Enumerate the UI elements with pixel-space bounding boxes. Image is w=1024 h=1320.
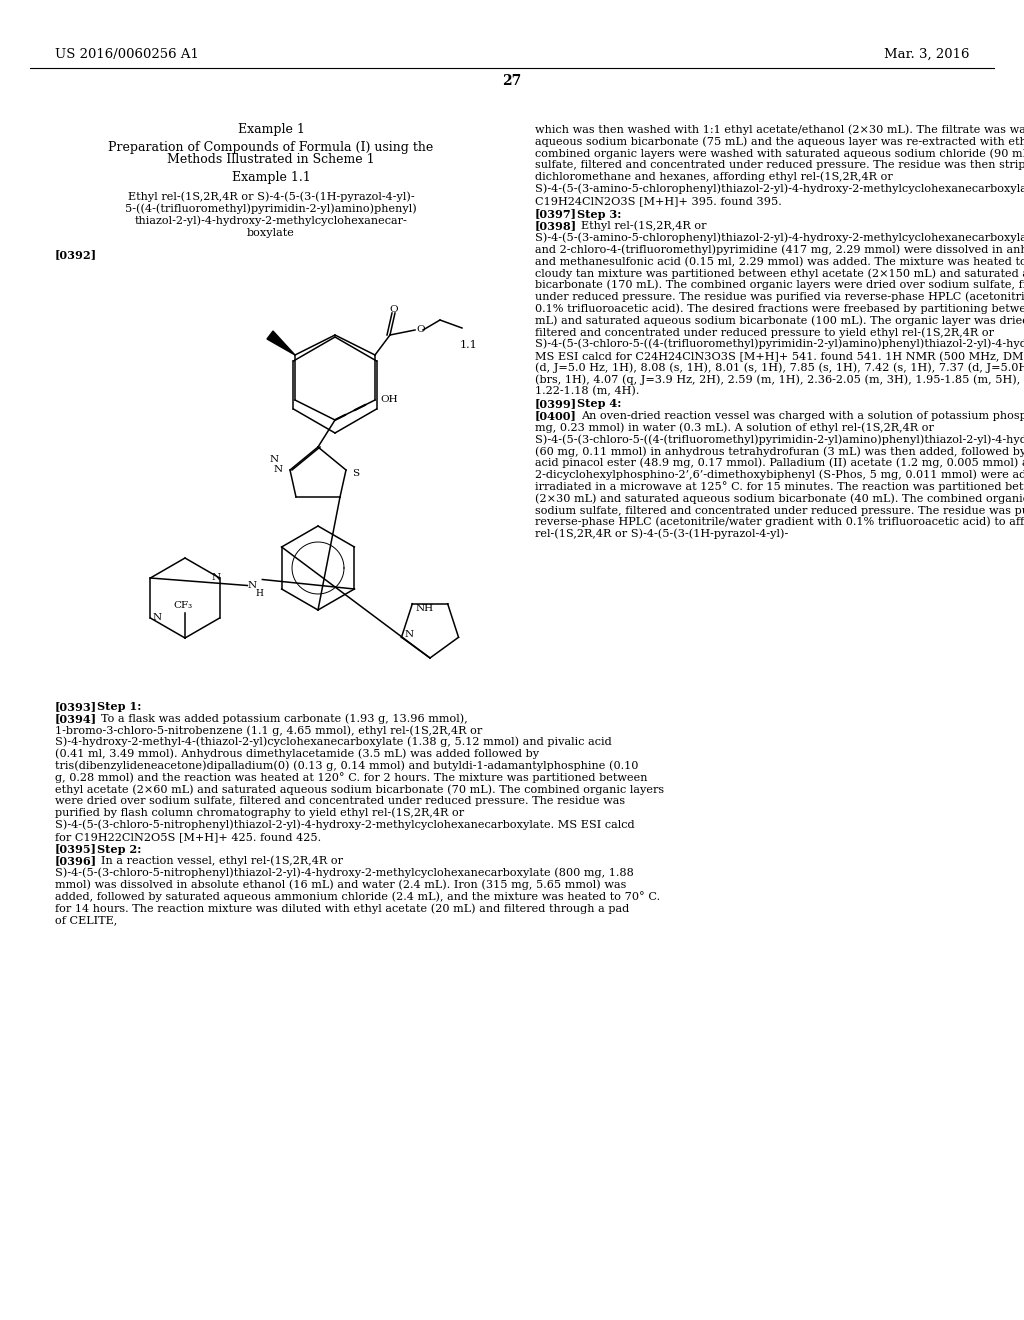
Text: S)-4-(5-(3-amino-5-chlorophenyl)thiazol-2-yl)-4-hydroxy-2-methylcyclohexanecarbo: S)-4-(5-(3-amino-5-chlorophenyl)thiazol-… bbox=[535, 232, 1024, 243]
Text: combined organic layers were washed with saturated aqueous sodium chloride (90 m: combined organic layers were washed with… bbox=[535, 148, 1024, 158]
Text: [0398]: [0398] bbox=[535, 220, 578, 231]
Text: S)-4-(5-(3-amino-5-chlorophenyl)thiazol-2-yl)-4-hydroxy-2-methylcyclohexanecarbo: S)-4-(5-(3-amino-5-chlorophenyl)thiazol-… bbox=[535, 183, 1024, 194]
Text: S)-4-hydroxy-2-methyl-4-(thiazol-2-yl)cyclohexanecarboxylate (1.38 g, 5.12 mmol): S)-4-hydroxy-2-methyl-4-(thiazol-2-yl)cy… bbox=[55, 737, 611, 747]
Text: (brs, 1H), 4.07 (q, J=3.9 Hz, 2H), 2.59 (m, 1H), 2.36-2.05 (m, 3H), 1.95-1.85 (m: (brs, 1H), 4.07 (q, J=3.9 Hz, 2H), 2.59 … bbox=[535, 375, 1024, 385]
Text: N: N bbox=[153, 614, 162, 623]
Text: An oven-dried reaction vessel was charged with a solution of potassium phosphate: An oven-dried reaction vessel was charge… bbox=[581, 411, 1024, 421]
Text: [0399]: [0399] bbox=[535, 399, 578, 409]
Text: 1-bromo-3-chloro-5-nitrobenzene (1.1 g, 4.65 mmol), ethyl rel-(1S,2R,4R or: 1-bromo-3-chloro-5-nitrobenzene (1.1 g, … bbox=[55, 725, 482, 735]
Text: S)-4-(5-(3-chloro-5-nitrophenyl)thiazol-2-yl)-4-hydroxy-2-methylcyclohexanecarbo: S)-4-(5-(3-chloro-5-nitrophenyl)thiazol-… bbox=[55, 867, 634, 878]
Text: N: N bbox=[248, 581, 256, 590]
Text: NH: NH bbox=[416, 605, 433, 614]
Text: and methanesulfonic acid (0.15 ml, 2.29 mmol) was added. The mixture was heated : and methanesulfonic acid (0.15 ml, 2.29 … bbox=[535, 256, 1024, 267]
Text: (2×30 mL) and saturated aqueous sodium bicarbonate (40 mL). The combined organic: (2×30 mL) and saturated aqueous sodium b… bbox=[535, 494, 1024, 504]
Text: Ethyl rel-(1S,2R,4R or S)-4-(5-(3-(1H-pyrazol-4-yl)-: Ethyl rel-(1S,2R,4R or S)-4-(5-(3-(1H-py… bbox=[128, 191, 415, 202]
Text: C19H24ClN2O3S [M+H]+ 395. found 395.: C19H24ClN2O3S [M+H]+ 395. found 395. bbox=[535, 195, 781, 206]
Text: mL) and saturated aqueous sodium bicarbonate (100 mL). The organic layer was dri: mL) and saturated aqueous sodium bicarbo… bbox=[535, 315, 1024, 326]
Text: and 2-chloro-4-(trifluoromethyl)pyrimidine (417 mg, 2.29 mmol) were dissolved in: and 2-chloro-4-(trifluoromethyl)pyrimidi… bbox=[535, 244, 1024, 255]
Text: tris(dibenzylideneacetone)dipalladium(0) (0.13 g, 0.14 mmol) and butyldi-1-adama: tris(dibenzylideneacetone)dipalladium(0)… bbox=[55, 760, 638, 771]
Text: aqueous sodium bicarbonate (75 mL) and the aqueous layer was re-extracted with e: aqueous sodium bicarbonate (75 mL) and t… bbox=[535, 136, 1024, 147]
Text: mg, 0.23 mmol) in water (0.3 mL). A solution of ethyl rel-(1S,2R,4R or: mg, 0.23 mmol) in water (0.3 mL). A solu… bbox=[535, 422, 934, 433]
Text: (0.41 ml, 3.49 mmol). Anhydrous dimethylacetamide (3.5 mL) was added followed by: (0.41 ml, 3.49 mmol). Anhydrous dimethyl… bbox=[55, 748, 539, 759]
Text: MS ESI calcd for C24H24ClN3O3S [M+H]+ 541. found 541. 1H NMR (500 MHz, DMSO-d6) : MS ESI calcd for C24H24ClN3O3S [M+H]+ 54… bbox=[535, 350, 1024, 362]
Text: mmol) was dissolved in absolute ethanol (16 mL) and water (2.4 mL). Iron (315 mg: mmol) was dissolved in absolute ethanol … bbox=[55, 879, 627, 890]
Text: O: O bbox=[416, 326, 425, 334]
Text: were dried over sodium sulfate, filtered and concentrated under reduced pressure: were dried over sodium sulfate, filtered… bbox=[55, 796, 625, 807]
Text: Preparation of Compounds of Formula (I) using the: Preparation of Compounds of Formula (I) … bbox=[109, 141, 433, 154]
Text: Example 1.1: Example 1.1 bbox=[231, 172, 310, 183]
Text: under reduced pressure. The residue was purified via reverse-phase HPLC (acetoni: under reduced pressure. The residue was … bbox=[535, 292, 1024, 302]
Text: N: N bbox=[212, 573, 221, 582]
Text: sodium sulfate, filtered and concentrated under reduced pressure. The residue wa: sodium sulfate, filtered and concentrate… bbox=[535, 506, 1024, 516]
Text: [0394]: [0394] bbox=[55, 713, 97, 723]
Text: To a flask was added potassium carbonate (1.93 g, 13.96 mmol),: To a flask was added potassium carbonate… bbox=[101, 713, 468, 723]
Text: Step 2:: Step 2: bbox=[97, 843, 141, 854]
Text: for 14 hours. The reaction mixture was diluted with ethyl acetate (20 mL) and fi: for 14 hours. The reaction mixture was d… bbox=[55, 903, 630, 913]
Text: ethyl acetate (2×60 mL) and saturated aqueous sodium bicarbonate (70 mL). The co: ethyl acetate (2×60 mL) and saturated aq… bbox=[55, 784, 665, 795]
Text: purified by flash column chromatography to yield ethyl rel-(1S,2R,4R or: purified by flash column chromatography … bbox=[55, 808, 464, 818]
Text: Ethyl rel-(1S,2R,4R or: Ethyl rel-(1S,2R,4R or bbox=[581, 220, 707, 231]
Text: sulfate, filtered and concentrated under reduced pressure. The residue was then : sulfate, filtered and concentrated under… bbox=[535, 161, 1024, 170]
Text: CF₃: CF₃ bbox=[173, 601, 193, 610]
Text: irradiated in a microwave at 125° C. for 15 minutes. The reaction was partitione: irradiated in a microwave at 125° C. for… bbox=[535, 480, 1024, 492]
Text: 5-((4-(trifluoromethyl)pyrimidin-2-yl)amino)phenyl): 5-((4-(trifluoromethyl)pyrimidin-2-yl)am… bbox=[125, 203, 417, 214]
Text: N: N bbox=[273, 466, 283, 474]
Text: (d, J=5.0 Hz, 1H), 8.08 (s, 1H), 8.01 (s, 1H), 7.85 (s, 1H), 7.42 (s, 1H), 7.37 : (d, J=5.0 Hz, 1H), 8.08 (s, 1H), 8.01 (s… bbox=[535, 363, 1024, 374]
Text: S)-4-(5-(3-chloro-5-((4-(trifluoromethyl)pyrimidin-2-yl)amino)phenyl)thiazol-2-y: S)-4-(5-(3-chloro-5-((4-(trifluoromethyl… bbox=[535, 339, 1024, 350]
Text: 2-dicyclohexylphosphino-2’,6’-dimethoxybiphenyl (S-Phos, 5 mg, 0.011 mmol) were : 2-dicyclohexylphosphino-2’,6’-dimethoxyb… bbox=[535, 470, 1024, 480]
Text: dichloromethane and hexanes, affording ethyl rel-(1S,2R,4R or: dichloromethane and hexanes, affording e… bbox=[535, 172, 893, 182]
Text: S)-4-(5-(3-chloro-5-((4-(trifluoromethyl)pyrimidin-2-yl)amino)phenyl)thiazol-2-y: S)-4-(5-(3-chloro-5-((4-(trifluoromethyl… bbox=[535, 434, 1024, 445]
Text: [0393]: [0393] bbox=[55, 701, 97, 711]
Text: g, 0.28 mmol) and the reaction was heated at 120° C. for 2 hours. The mixture wa: g, 0.28 mmol) and the reaction was heate… bbox=[55, 772, 647, 783]
Text: 0.1% trifluoroacetic acid). The desired fractions were freebased by partitioning: 0.1% trifluoroacetic acid). The desired … bbox=[535, 304, 1024, 314]
Text: (60 mg, 0.11 mmol) in anhydrous tetrahydrofuran (3 mL) was then added, followed : (60 mg, 0.11 mmol) in anhydrous tetrahyd… bbox=[535, 446, 1024, 457]
Text: 27: 27 bbox=[503, 74, 521, 88]
Text: reverse-phase HPLC (acetonitrile/water gradient with 0.1% trifluoroacetic acid) : reverse-phase HPLC (acetonitrile/water g… bbox=[535, 517, 1024, 528]
Text: [0392]: [0392] bbox=[55, 249, 97, 260]
Text: S: S bbox=[352, 470, 359, 479]
Text: O: O bbox=[389, 305, 397, 314]
Text: S)-4-(5-(3-chloro-5-nitrophenyl)thiazol-2-yl)-4-hydroxy-2-methylcyclohexanecarbo: S)-4-(5-(3-chloro-5-nitrophenyl)thiazol-… bbox=[55, 820, 635, 830]
Text: H: H bbox=[255, 589, 263, 598]
Text: In a reaction vessel, ethyl rel-(1S,2R,4R or: In a reaction vessel, ethyl rel-(1S,2R,4… bbox=[101, 855, 343, 866]
Text: Step 1:: Step 1: bbox=[97, 701, 141, 711]
Text: cloudy tan mixture was partitioned between ethyl acetate (2×150 mL) and saturate: cloudy tan mixture was partitioned betwe… bbox=[535, 268, 1024, 279]
Text: 1.1: 1.1 bbox=[460, 341, 478, 350]
Text: added, followed by saturated aqueous ammonium chloride (2.4 mL), and the mixture: added, followed by saturated aqueous amm… bbox=[55, 891, 660, 902]
Text: Methods Illustrated in Scheme 1: Methods Illustrated in Scheme 1 bbox=[167, 153, 375, 166]
Text: Step 3:: Step 3: bbox=[577, 209, 622, 219]
Text: Example 1: Example 1 bbox=[238, 123, 304, 136]
Text: 1.22-1.18 (m, 4H).: 1.22-1.18 (m, 4H). bbox=[535, 387, 639, 396]
Text: Step 4:: Step 4: bbox=[577, 399, 622, 409]
Text: thiazol-2-yl)-4-hydroxy-2-methylcyclohexanecar-: thiazol-2-yl)-4-hydroxy-2-methylcyclohex… bbox=[134, 215, 408, 226]
Text: of CELITE,: of CELITE, bbox=[55, 915, 118, 925]
Text: [0395]: [0395] bbox=[55, 843, 97, 854]
Text: boxylate: boxylate bbox=[247, 228, 295, 238]
Text: N: N bbox=[404, 630, 414, 639]
Polygon shape bbox=[267, 331, 295, 355]
Text: bicarbonate (170 mL). The combined organic layers were dried over sodium sulfate: bicarbonate (170 mL). The combined organ… bbox=[535, 280, 1024, 290]
Text: Mar. 3, 2016: Mar. 3, 2016 bbox=[885, 48, 970, 61]
Text: US 2016/0060256 A1: US 2016/0060256 A1 bbox=[55, 48, 199, 61]
Text: acid pinacol ester (48.9 mg, 0.17 mmol). Palladium (II) acetate (1.2 mg, 0.005 m: acid pinacol ester (48.9 mg, 0.17 mmol).… bbox=[535, 458, 1024, 469]
Text: [0396]: [0396] bbox=[55, 855, 97, 866]
Text: rel-(1S,2R,4R or S)-4-(5-(3-(1H-pyrazol-4-yl)-: rel-(1S,2R,4R or S)-4-(5-(3-(1H-pyrazol-… bbox=[535, 528, 788, 539]
Text: OH: OH bbox=[380, 396, 397, 404]
Text: [0400]: [0400] bbox=[535, 411, 577, 421]
Text: [0397]: [0397] bbox=[535, 209, 577, 219]
Text: N: N bbox=[270, 455, 280, 465]
Text: which was then washed with 1:1 ethyl acetate/ethanol (2×30 mL). The filtrate was: which was then washed with 1:1 ethyl ace… bbox=[535, 124, 1024, 135]
Text: for C19H22ClN2O5S [M+H]+ 425. found 425.: for C19H22ClN2O5S [M+H]+ 425. found 425. bbox=[55, 832, 322, 842]
Text: filtered and concentrated under reduced pressure to yield ethyl rel-(1S,2R,4R or: filtered and concentrated under reduced … bbox=[535, 327, 994, 338]
